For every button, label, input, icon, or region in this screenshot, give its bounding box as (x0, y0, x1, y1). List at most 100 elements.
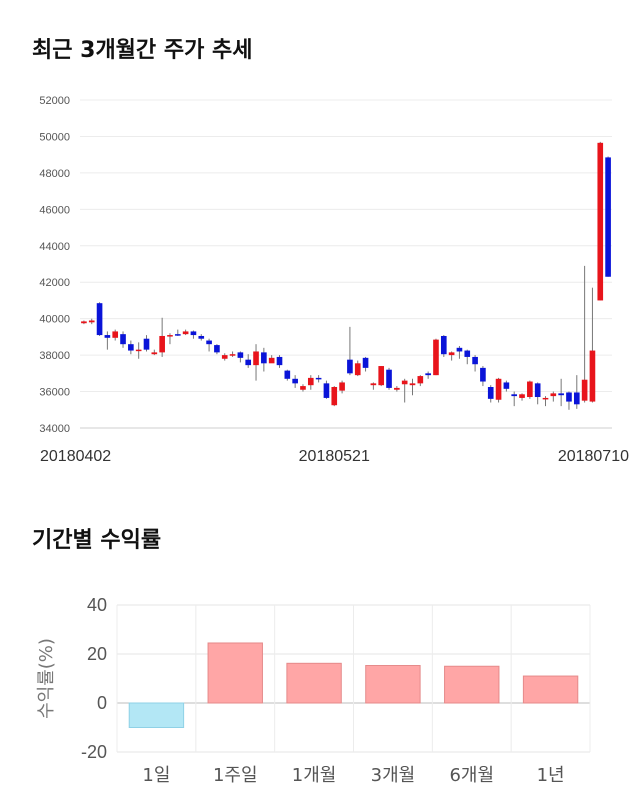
candle-body (448, 352, 455, 356)
x-tick-label: 1개월 (292, 765, 337, 786)
y-tick-label: 44000 (39, 241, 70, 253)
candlestick-chart: 34000 36000 38000 40000 42000 44000 46000 48000… (39, 95, 629, 465)
candle-body (159, 335, 165, 353)
candle-body (378, 366, 385, 386)
candle-body (605, 157, 611, 277)
candle-body (503, 382, 510, 389)
candle-body (135, 349, 142, 352)
candle-body (96, 303, 103, 336)
candle-body (480, 367, 486, 382)
candle-body (323, 383, 330, 398)
candle-body (300, 386, 306, 390)
candle-body (511, 394, 518, 397)
y-tick-label: -20 (81, 742, 107, 762)
y-tick-label: 52000 (39, 95, 70, 107)
candle-body (456, 347, 463, 352)
return-bar (128, 702, 185, 728)
candle-body (472, 356, 478, 365)
y-tick-label: 0 (97, 693, 107, 713)
candle-body (174, 334, 181, 336)
candle-body (284, 370, 291, 379)
candle-body (120, 334, 126, 345)
candle-body (292, 378, 298, 384)
candle-body (558, 393, 564, 396)
candle-body (550, 393, 557, 397)
candle-body (566, 392, 572, 402)
y-tick-label: 38000 (39, 350, 70, 362)
candle-body (597, 142, 604, 301)
candle-body (261, 352, 267, 364)
return-bar (286, 662, 342, 704)
candle-body (440, 335, 447, 355)
candle-body (190, 331, 197, 336)
candle-body (198, 335, 205, 339)
candle-body (237, 352, 244, 358)
candle-body (339, 382, 345, 391)
candle-body (542, 397, 549, 400)
candle-body (425, 373, 431, 376)
candle-body (206, 340, 212, 345)
candle-body (315, 377, 322, 380)
candle-body (151, 352, 158, 355)
candle-body (347, 359, 353, 374)
candle-body (362, 357, 369, 368)
candle-body (307, 377, 314, 386)
candle-body (229, 354, 236, 356)
return-bar (365, 665, 421, 704)
x-tick-label: 20180710 (558, 448, 629, 465)
x-tick-label: 6개월 (449, 765, 494, 786)
candle-body (409, 383, 416, 386)
y-tick-label: 46000 (39, 204, 70, 216)
y-tick-label: 40 (87, 595, 107, 615)
candle-body (519, 394, 525, 398)
y-axis-label: 수익률(%) (36, 638, 57, 719)
candle-body (253, 351, 259, 366)
x-tick-label: 1년 (537, 765, 565, 786)
x-tick-label: 1일 (142, 765, 170, 786)
candle-body (433, 339, 439, 376)
x-tick-label: 1주일 (213, 765, 258, 786)
candle-body (464, 350, 471, 357)
candle-body (534, 383, 541, 398)
candle-body (401, 380, 408, 385)
candle-body (81, 321, 87, 324)
x-tick-label: 20180521 (299, 448, 370, 465)
candle-body (268, 357, 275, 364)
y-tick-label: 50000 (39, 131, 70, 143)
candle-body (221, 355, 228, 359)
candle-body (143, 338, 150, 350)
candle-body (276, 356, 283, 366)
candle-body (245, 359, 252, 366)
candle-body (527, 381, 533, 398)
candle-body (394, 387, 400, 390)
candle-body (386, 369, 392, 388)
return-bar (522, 675, 579, 704)
return-bar (444, 665, 500, 704)
candle-body (370, 383, 377, 386)
candle-body (589, 350, 596, 402)
candle-body (495, 378, 502, 400)
candle-body (354, 363, 361, 376)
candle-body (417, 376, 424, 384)
return-bar (207, 642, 263, 704)
candle-body (128, 344, 134, 351)
return-chart-title: 기간별 수익률 (32, 528, 162, 553)
y-tick-label: 40000 (39, 314, 70, 326)
price-chart-title: 최근 3개월간 주가 추세 (32, 38, 253, 63)
candle-body (112, 331, 119, 338)
y-tick-label: 42000 (39, 277, 70, 289)
candle-body (573, 392, 580, 405)
y-tick-label: 20 (87, 644, 107, 664)
candle-body (88, 320, 95, 323)
candle-body (581, 379, 588, 401)
y-tick-label: 36000 (39, 387, 70, 399)
candle-body (487, 387, 494, 399)
candle-body (167, 335, 173, 337)
candle-body (331, 387, 338, 406)
y-tick-label: 48000 (39, 168, 70, 180)
candle-body (214, 345, 220, 353)
x-tick-label: 20180402 (40, 448, 111, 465)
return-bar-chart: -20 0 20 40 수익률(%) 1일 1주일 1개월 3개월 6개월 1년 (36, 595, 591, 786)
y-tick-label: 34000 (39, 423, 70, 435)
candle-body (104, 335, 111, 338)
